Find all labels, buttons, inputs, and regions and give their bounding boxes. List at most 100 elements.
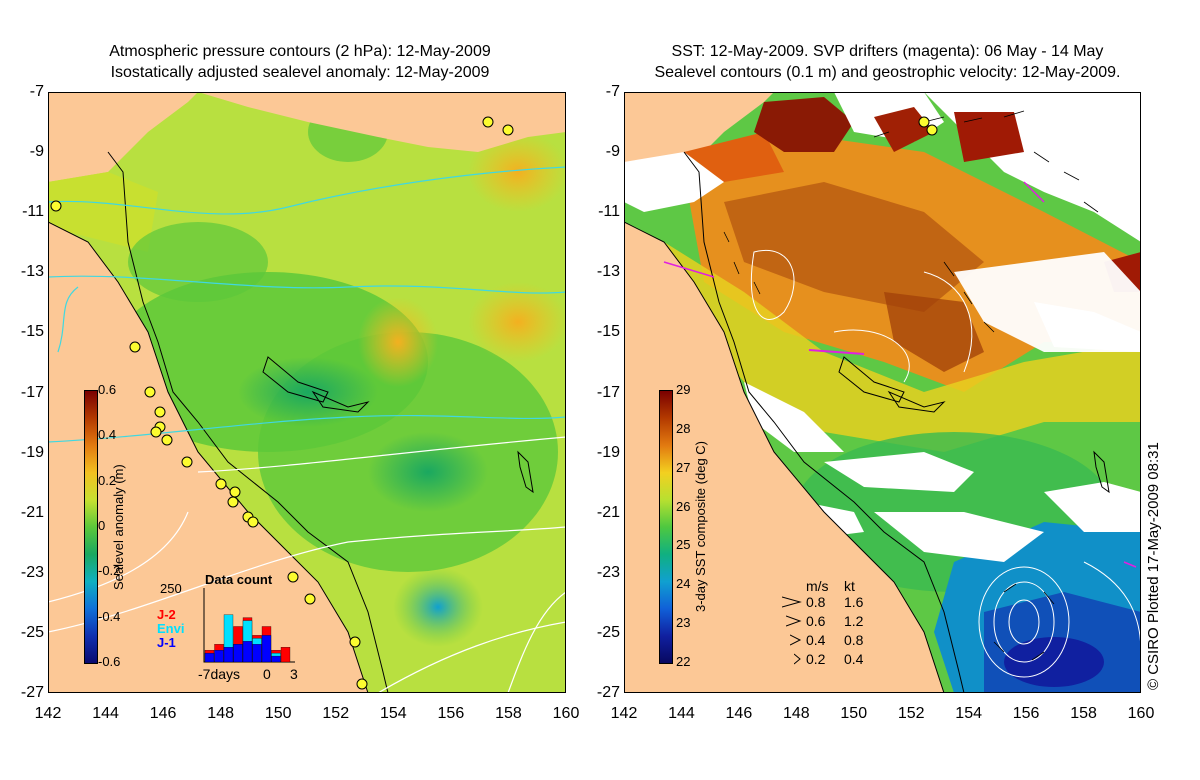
right-y-tick: -27	[596, 684, 620, 701]
velocity-ms-value: 0.6	[806, 613, 826, 629]
left-colorbar-tick: 0.6	[98, 382, 117, 397]
right-x-tick: 154	[955, 705, 982, 722]
histogram-bar-blue	[204, 652, 215, 663]
left-x-tick: 142	[34, 705, 62, 722]
left-map-frame	[48, 92, 566, 693]
data-count-title: Data count	[205, 572, 273, 587]
velocity-arrow-icon	[794, 653, 801, 665]
right-y-tick: -21	[596, 503, 620, 521]
data-count-xlabel-days: -7days	[198, 666, 241, 682]
right-map	[624, 92, 1141, 693]
left-title-line2: Isostatically adjusted sealevel anomaly:…	[110, 64, 490, 81]
left-x-tick: 158	[495, 705, 522, 722]
right-x-tick: 160	[1127, 705, 1155, 722]
left-map	[48, 92, 566, 693]
right-y-tick: -11	[598, 203, 620, 221]
right-colorbar-tick: 28	[676, 420, 691, 436]
left-colorbar	[84, 390, 98, 664]
left-x-tick: 152	[322, 705, 350, 722]
left-y-tick: -21	[20, 503, 44, 521]
left-y-tick: -15	[20, 323, 44, 341]
legend-envi: Envi	[157, 621, 185, 636]
credit-text: © CSIRO Plotted 17-May-2009 08:31	[1145, 442, 1162, 690]
legend-j1: J-1	[157, 635, 176, 650]
velocity-ms-value: 0.4	[806, 632, 826, 648]
right-colorbar-tick: 23	[676, 615, 691, 631]
velocity-arrow-icon	[782, 596, 802, 608]
histogram-bar-blue	[242, 641, 253, 663]
right-title-line1: SST: 12-May-2009. SVP drifters (magenta)…	[671, 43, 1104, 60]
right-map-frame	[624, 92, 1141, 693]
velocity-kt-value: 0.4	[844, 651, 864, 667]
left-y-tick: -13	[20, 263, 44, 281]
sealevel-anomaly-map	[48, 92, 566, 693]
velocity-arrow-icon	[790, 634, 802, 646]
right-y-tick: -19	[596, 443, 620, 461]
histogram-bar-blue	[233, 644, 243, 663]
right-colorbar-tick: 24	[676, 576, 691, 592]
histogram-bar-blue	[261, 635, 272, 663]
left-y-tick: -11	[22, 203, 44, 221]
right-y-tick: -15	[596, 323, 620, 341]
velocity-ms-value: 0.8	[806, 594, 826, 610]
data-count-xlabel-zero: 0	[263, 666, 271, 682]
legend-j2: J-2	[157, 607, 176, 622]
left-x-tick: 154	[379, 705, 407, 722]
left-x-tick: 148	[207, 705, 234, 722]
left-y-tick: -17	[20, 383, 44, 401]
right-y-tick: -9	[605, 143, 620, 161]
velocity-ms-value: 0.2	[806, 651, 826, 667]
left-x-tick: 144	[92, 705, 119, 722]
histogram-bar-red	[280, 647, 291, 663]
right-x-tick: 156	[1012, 705, 1040, 722]
right-x-tick: 150	[840, 705, 868, 722]
left-y-tick: -7	[29, 83, 44, 100]
right-colorbar-tick: 29	[676, 382, 691, 397]
left-title-line1: Atmospheric pressure contours (2 hPa): 1…	[109, 43, 491, 60]
right-y-tick: -17	[596, 383, 620, 401]
data-count-legend: J-2 Envi J-1	[157, 608, 184, 650]
left-colorbar-tick: -0.4	[98, 608, 121, 624]
left-colorbar-tick: -0.2	[98, 563, 121, 579]
right-x-tick: 148	[782, 705, 810, 722]
left-y-tick: -27	[20, 684, 44, 701]
left-y-tick: -19	[20, 443, 44, 461]
histogram-bar-blue	[271, 655, 281, 663]
left-x-tick: 160	[552, 705, 580, 722]
right-colorbar-tick: 27	[676, 459, 691, 475]
velocity-legend-header-kt: kt	[844, 578, 855, 594]
right-colorbar-label: 3-day SST composite (deg C)	[693, 441, 708, 612]
right-x-tick: 144	[668, 705, 695, 722]
right-y-tick: -13	[596, 263, 620, 281]
sst-map	[624, 92, 1141, 693]
right-x-tick: 142	[610, 705, 638, 722]
histogram-bar-blue	[214, 650, 224, 663]
velocity-kt-value: 1.2	[844, 613, 864, 629]
right-colorbar-tick: 22	[676, 654, 691, 669]
left-colorbar-tick: 0.2	[98, 472, 117, 488]
left-colorbar-tick: -0.6	[98, 654, 121, 669]
velocity-kt-value: 0.8	[844, 632, 864, 648]
histogram-bar-blue	[223, 647, 234, 663]
velocity-legend-header-ms: m/s	[806, 578, 829, 594]
right-y-tick: -25	[596, 623, 620, 641]
right-y-tick: -23	[596, 563, 620, 581]
left-y-tick: -9	[29, 143, 44, 161]
right-x-tick: 146	[725, 705, 753, 722]
velocity-kt-value: 1.6	[844, 594, 864, 610]
left-y-tick: -25	[20, 623, 44, 641]
left-colorbar-tick: 0.4	[98, 427, 117, 443]
left-x-tick: 156	[437, 705, 465, 722]
left-x-tick: 150	[264, 705, 292, 722]
right-y-tick: -7	[605, 83, 620, 100]
left-x-tick: 146	[149, 705, 177, 722]
velocity-arrow-icon	[786, 615, 802, 627]
right-x-tick: 152	[897, 705, 925, 722]
data-count-histogram	[203, 588, 295, 663]
histogram-bar-blue	[252, 644, 262, 663]
right-colorbar-tick: 25	[676, 537, 691, 553]
left-colorbar-tick: 0	[98, 518, 106, 533]
right-colorbar-tick: 26	[676, 498, 691, 514]
left-y-tick: -23	[20, 563, 44, 581]
right-x-tick: 158	[1070, 705, 1097, 722]
